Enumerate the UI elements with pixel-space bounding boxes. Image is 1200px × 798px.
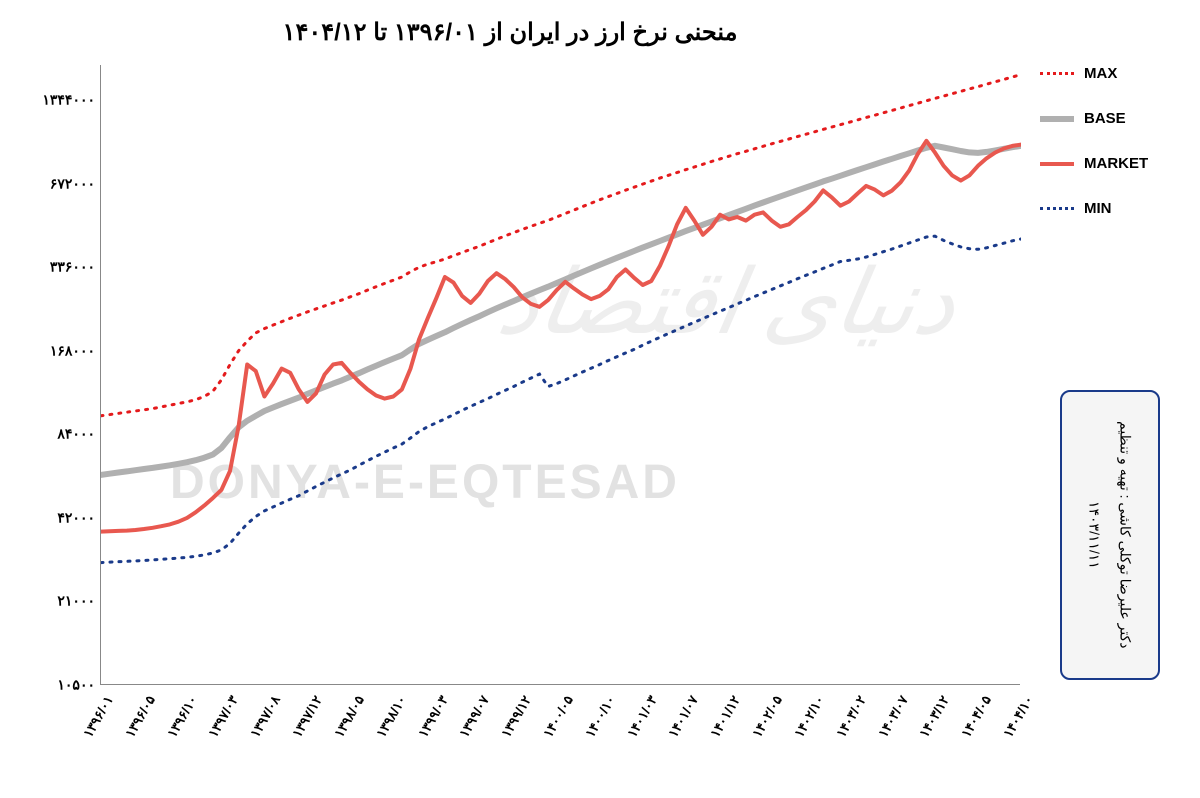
- y-tick-label: ۱۶۸۰۰۰: [50, 342, 95, 359]
- y-tick-label: ۳۳۶۰۰۰: [50, 259, 95, 276]
- y-tick-label: ۱۳۴۴۰۰۰: [42, 92, 95, 109]
- x-tick-label: ۱۳۹۷/۱۲: [289, 693, 326, 740]
- legend-swatch: [1040, 162, 1074, 166]
- x-tick-label: ۱۴۰۳/۱۲: [917, 693, 954, 740]
- x-tick-label: ۱۳۹۹/۱۲: [498, 693, 535, 740]
- x-tick-label: ۱۳۹۷/۰۳: [206, 693, 243, 740]
- legend-label: MARKET: [1084, 155, 1148, 172]
- legend-item-market: MARKET: [1040, 155, 1190, 172]
- plot-area: [100, 65, 1020, 685]
- x-tick-label: ۱۴۰۴/۰۵: [958, 693, 995, 740]
- credit-box: ۱۴۰۳/۱۱/۱۱ دکتر علیرضا توکلی کاشی : تهیه…: [1060, 390, 1160, 680]
- legend-swatch: [1040, 207, 1074, 210]
- legend-label: MAX: [1084, 65, 1117, 82]
- legend-swatch: [1040, 72, 1074, 75]
- chart-container: منحنی نرخ ارز در ایران از ۱۳۹۶/۰۱ تا ۱۴۰…: [0, 0, 1200, 798]
- x-tick-label: ۱۴۰۳/۰۲: [833, 693, 870, 740]
- legend-item-base: BASE: [1040, 110, 1190, 127]
- x-tick-label: ۱۴۰۴/۱۰: [1000, 693, 1037, 740]
- legend-label: BASE: [1084, 110, 1126, 127]
- x-tick-label: ۱۴۰۱/۰۷: [666, 693, 703, 740]
- x-tick-label: ۱۳۹۸/۱۰: [373, 693, 410, 740]
- y-tick-label: ۲۱۰۰۰: [57, 593, 95, 610]
- x-tick-label: ۱۳۹۶/۱۰: [164, 693, 201, 740]
- legend: MAX BASE MARKET MIN: [1040, 65, 1190, 245]
- chart-title: منحنی نرخ ارز در ایران از ۱۳۹۶/۰۱ تا ۱۴۰…: [0, 18, 1020, 47]
- x-tick-label: ۱۳۹۹/۰۳: [415, 693, 452, 740]
- y-tick-label: ۶۷۲۰۰۰: [50, 175, 95, 192]
- x-tick-label: ۱۴۰۱/۰۳: [624, 693, 661, 740]
- x-tick-label: ۱۴۰۳/۰۷: [875, 693, 912, 740]
- x-tick-label: ۱۴۰۰/۰۵: [540, 693, 577, 740]
- credit-date: ۱۴۰۳/۱۱/۱۱: [1087, 501, 1103, 569]
- legend-swatch: [1040, 116, 1074, 122]
- x-tick-label: ۱۳۹۷/۰۸: [248, 693, 285, 740]
- x-tick-label: ۱۴۰۱/۱۲: [708, 693, 745, 740]
- x-tick-label: ۱۴۰۲/۰۵: [749, 693, 786, 740]
- legend-item-min: MIN: [1040, 200, 1190, 217]
- legend-label: MIN: [1084, 200, 1112, 217]
- y-tick-label: ۸۴۰۰۰: [57, 426, 95, 443]
- x-tick-label: ۱۴۰۰/۱۰: [582, 693, 619, 740]
- y-tick-label: ۱۰۵۰۰: [57, 677, 95, 694]
- x-tick-label: ۱۳۹۹/۰۷: [457, 693, 494, 740]
- credit-author: دکتر علیرضا توکلی کاشی : تهیه و تنظیم: [1118, 421, 1134, 648]
- y-tick-label: ۴۲۰۰۰: [57, 509, 95, 526]
- x-tick-label: ۱۳۹۶/۰۱: [80, 693, 117, 740]
- legend-item-max: MAX: [1040, 65, 1190, 82]
- x-tick-label: ۱۳۹۸/۰۵: [331, 693, 368, 740]
- x-tick-label: ۱۴۰۲/۱۰: [791, 693, 828, 740]
- x-tick-label: ۱۳۹۶/۰۵: [122, 693, 159, 740]
- chart-svg: [101, 65, 1021, 685]
